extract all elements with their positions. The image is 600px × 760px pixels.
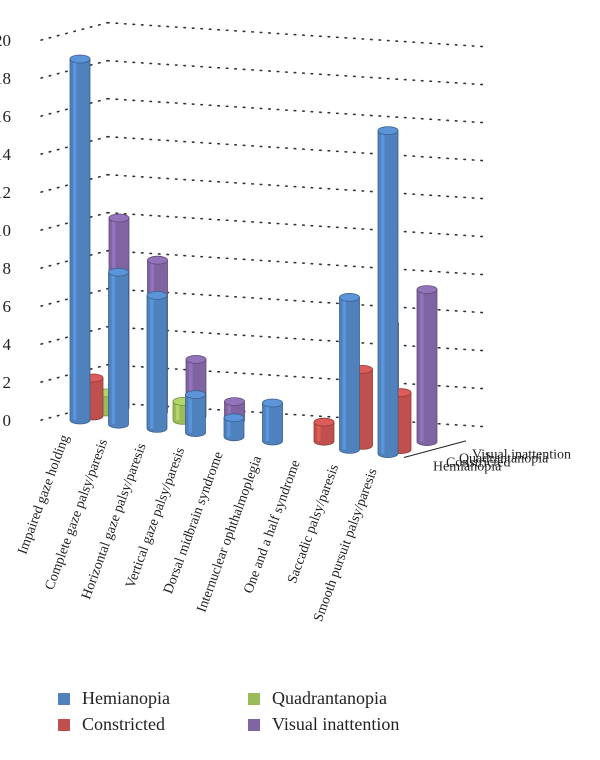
y-tick-label: 20 — [0, 31, 11, 50]
bar-hemianopia-9 — [377, 126, 399, 458]
legend-label-quadrantanopia: Quadrantanopia — [272, 688, 387, 708]
legend-label-hemianopia: Hemianopia — [82, 688, 170, 708]
bar-hemianopia-4 — [185, 390, 206, 437]
legend-item-visual-inattention: Visual inattention — [248, 714, 399, 735]
bar-hemianopia-8 — [339, 292, 360, 454]
bar-hemianopia-3 — [146, 290, 168, 433]
legend-swatch-quadrantanopia — [248, 692, 260, 705]
bar-hemianopia-5 — [223, 413, 245, 442]
legend-item-hemianopia: Hemianopia — [58, 688, 170, 709]
bar-hemianopia-1 — [69, 54, 91, 425]
bar-visual-inattention-9 — [416, 285, 438, 446]
y-tick-label: 6 — [3, 297, 12, 316]
bars — [69, 54, 438, 458]
bar-hemianopia-2 — [108, 267, 129, 429]
bar-constricted-7 — [313, 417, 335, 446]
y-axis-ticks: 0 2 4 6 8 10 12 14 16 18 20 — [0, 31, 12, 430]
legend-swatch-visual-inattention — [248, 718, 260, 731]
depth-label: Visual inattention — [472, 448, 571, 463]
y-tick-label: 0 — [3, 411, 12, 430]
bar-hemianopia-6 — [262, 398, 283, 446]
depth-label: Quadrantanopia — [459, 452, 549, 467]
legend-item-constricted: Constricted — [58, 714, 165, 735]
y-tick-label: 12 — [0, 183, 11, 202]
y-tick-label: 16 — [0, 107, 11, 126]
legend-swatch-constricted — [58, 718, 70, 731]
legend-item-quadrantanopia: Quadrantanopia — [248, 688, 387, 709]
depth-axis-labels: HemianopiaConstrictedQuadrantanopiaVisua… — [403, 440, 571, 475]
y-tick-label: 8 — [3, 259, 12, 278]
legend-label-constricted: Constricted — [82, 714, 165, 734]
y-tick-label: 2 — [3, 373, 12, 392]
legend-label-visual-inattention: Visual inattention — [272, 714, 400, 734]
y-tick-label: 18 — [0, 69, 11, 88]
depth-label: Hemianopia — [433, 460, 502, 475]
y-tick-label: 10 — [0, 221, 11, 240]
y-tick-label: 4 — [3, 335, 12, 354]
y-tick-label: 14 — [0, 145, 12, 164]
legend-swatch-hemianopia — [58, 692, 70, 705]
chart-area: 0 2 4 6 8 10 12 14 16 18 20 Impaired gaze holdingC… — [0, 21, 571, 624]
depth-label: Constricted — [446, 456, 511, 471]
